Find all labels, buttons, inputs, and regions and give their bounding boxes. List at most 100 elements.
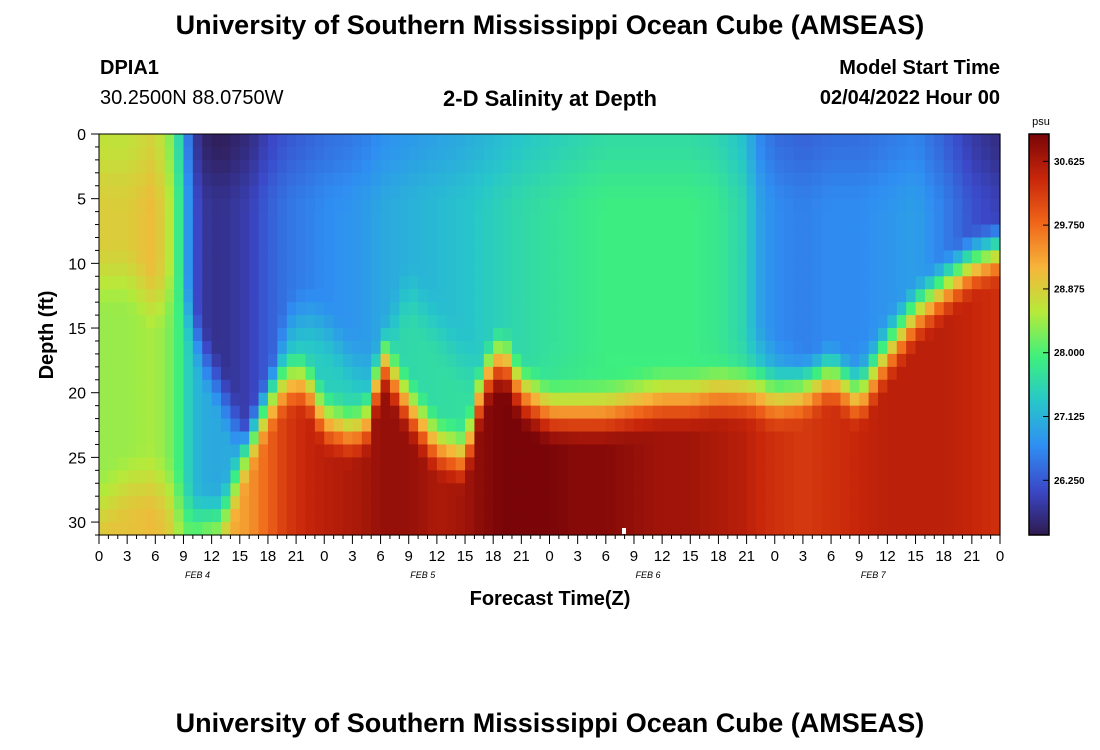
heatmap-cell — [831, 237, 842, 252]
heatmap-cell — [286, 470, 297, 484]
heatmap-cell — [511, 496, 522, 510]
heatmap-cell — [896, 250, 907, 264]
heatmap-cell — [906, 237, 917, 252]
heatmap-cell — [549, 418, 560, 433]
heatmap-cell — [671, 250, 682, 264]
heatmap-cell — [671, 470, 682, 484]
heatmap-cell — [727, 509, 738, 523]
heatmap-cell — [906, 134, 917, 148]
heatmap-cell — [605, 146, 616, 161]
heatmap-cell — [896, 302, 907, 316]
heatmap-cell — [399, 457, 410, 471]
heatmap-cell — [155, 392, 166, 407]
heatmap-cell — [343, 250, 354, 264]
heatmap-cell — [690, 198, 701, 213]
heatmap-cell — [699, 431, 710, 446]
heatmap-cell — [615, 392, 626, 407]
heatmap-cell — [540, 444, 551, 458]
heatmap-cell — [962, 392, 973, 407]
heatmap-cell — [915, 392, 926, 407]
heatmap-cell — [277, 276, 288, 290]
heatmap-cell — [314, 522, 325, 536]
heatmap-cell — [296, 340, 307, 355]
heatmap-cell — [202, 211, 213, 226]
heatmap-cell — [924, 522, 935, 536]
heatmap-cell — [155, 340, 166, 355]
heatmap-cell — [380, 263, 391, 277]
heatmap-cell — [953, 353, 964, 368]
heatmap-cell — [333, 276, 344, 290]
heatmap-cell — [164, 340, 175, 355]
heatmap-cell — [408, 159, 419, 174]
heatmap-cell — [267, 146, 278, 161]
heatmap-cell — [906, 496, 917, 510]
heatmap-cell — [605, 405, 616, 420]
heatmap-cell — [174, 405, 185, 420]
heatmap-cell — [324, 237, 335, 252]
heatmap-cell — [474, 289, 485, 303]
heatmap-cell — [389, 379, 400, 394]
heatmap-cell — [267, 315, 278, 329]
heatmap-cell — [267, 302, 278, 316]
heatmap-cell — [427, 185, 438, 200]
heatmap-cell — [343, 418, 354, 433]
heatmap-cell — [896, 198, 907, 213]
heatmap-cell — [277, 159, 288, 174]
heatmap-cell — [502, 470, 513, 484]
heatmap-cell — [868, 211, 879, 226]
heatmap-cell — [849, 276, 860, 290]
heatmap-cell — [849, 379, 860, 394]
heatmap-cell — [380, 457, 391, 471]
heatmap-cell — [643, 289, 654, 303]
heatmap-cell — [230, 457, 241, 471]
heatmap-cell — [258, 250, 269, 264]
heatmap-cell — [399, 379, 410, 394]
heatmap-cell — [427, 418, 438, 433]
heatmap-cell — [427, 328, 438, 342]
heatmap-cell — [155, 172, 166, 187]
heatmap-cell — [746, 353, 757, 368]
heatmap-cell — [549, 211, 560, 226]
heatmap-cell — [145, 328, 156, 342]
heatmap-cell — [136, 211, 147, 226]
heatmap-cell — [239, 418, 250, 433]
heatmap-cell — [483, 237, 494, 252]
heatmap-cell — [624, 418, 635, 433]
heatmap-cell — [502, 276, 513, 290]
heatmap-cell — [934, 146, 945, 161]
heatmap-cell — [446, 159, 457, 174]
heatmap-cell — [859, 522, 870, 536]
heatmap-cell — [709, 289, 720, 303]
heatmap-cell — [305, 340, 316, 355]
station-id: DPIA1 — [100, 57, 159, 79]
heatmap-cell — [906, 224, 917, 239]
heatmap-cell — [755, 457, 766, 471]
heatmap-cell — [934, 198, 945, 213]
heatmap-cell — [615, 250, 626, 264]
heatmap-cell — [352, 134, 363, 148]
heatmap-cell — [174, 379, 185, 394]
heatmap-cell — [249, 509, 260, 523]
x-tick-label: 18 — [710, 548, 727, 565]
heatmap-cell — [643, 159, 654, 174]
heatmap-cell — [249, 353, 260, 368]
heatmap-cell — [793, 457, 804, 471]
heatmap-cell — [568, 237, 579, 252]
heatmap-cell — [868, 289, 879, 303]
heatmap-cell — [155, 353, 166, 368]
heatmap-cell — [164, 366, 175, 381]
heatmap-cell — [277, 185, 288, 200]
heatmap-cell — [502, 263, 513, 277]
heatmap-cell — [840, 250, 851, 264]
heatmap-cell — [540, 289, 551, 303]
heatmap-cell — [361, 379, 372, 394]
heatmap-cell — [511, 289, 522, 303]
heatmap-cell — [727, 496, 738, 510]
heatmap-cell — [418, 146, 429, 161]
heatmap-cell — [483, 392, 494, 407]
heatmap-cell — [352, 328, 363, 342]
heatmap-cell — [849, 172, 860, 187]
heatmap-cell — [455, 328, 466, 342]
heatmap-cell — [962, 263, 973, 277]
heatmap-cell — [521, 392, 532, 407]
